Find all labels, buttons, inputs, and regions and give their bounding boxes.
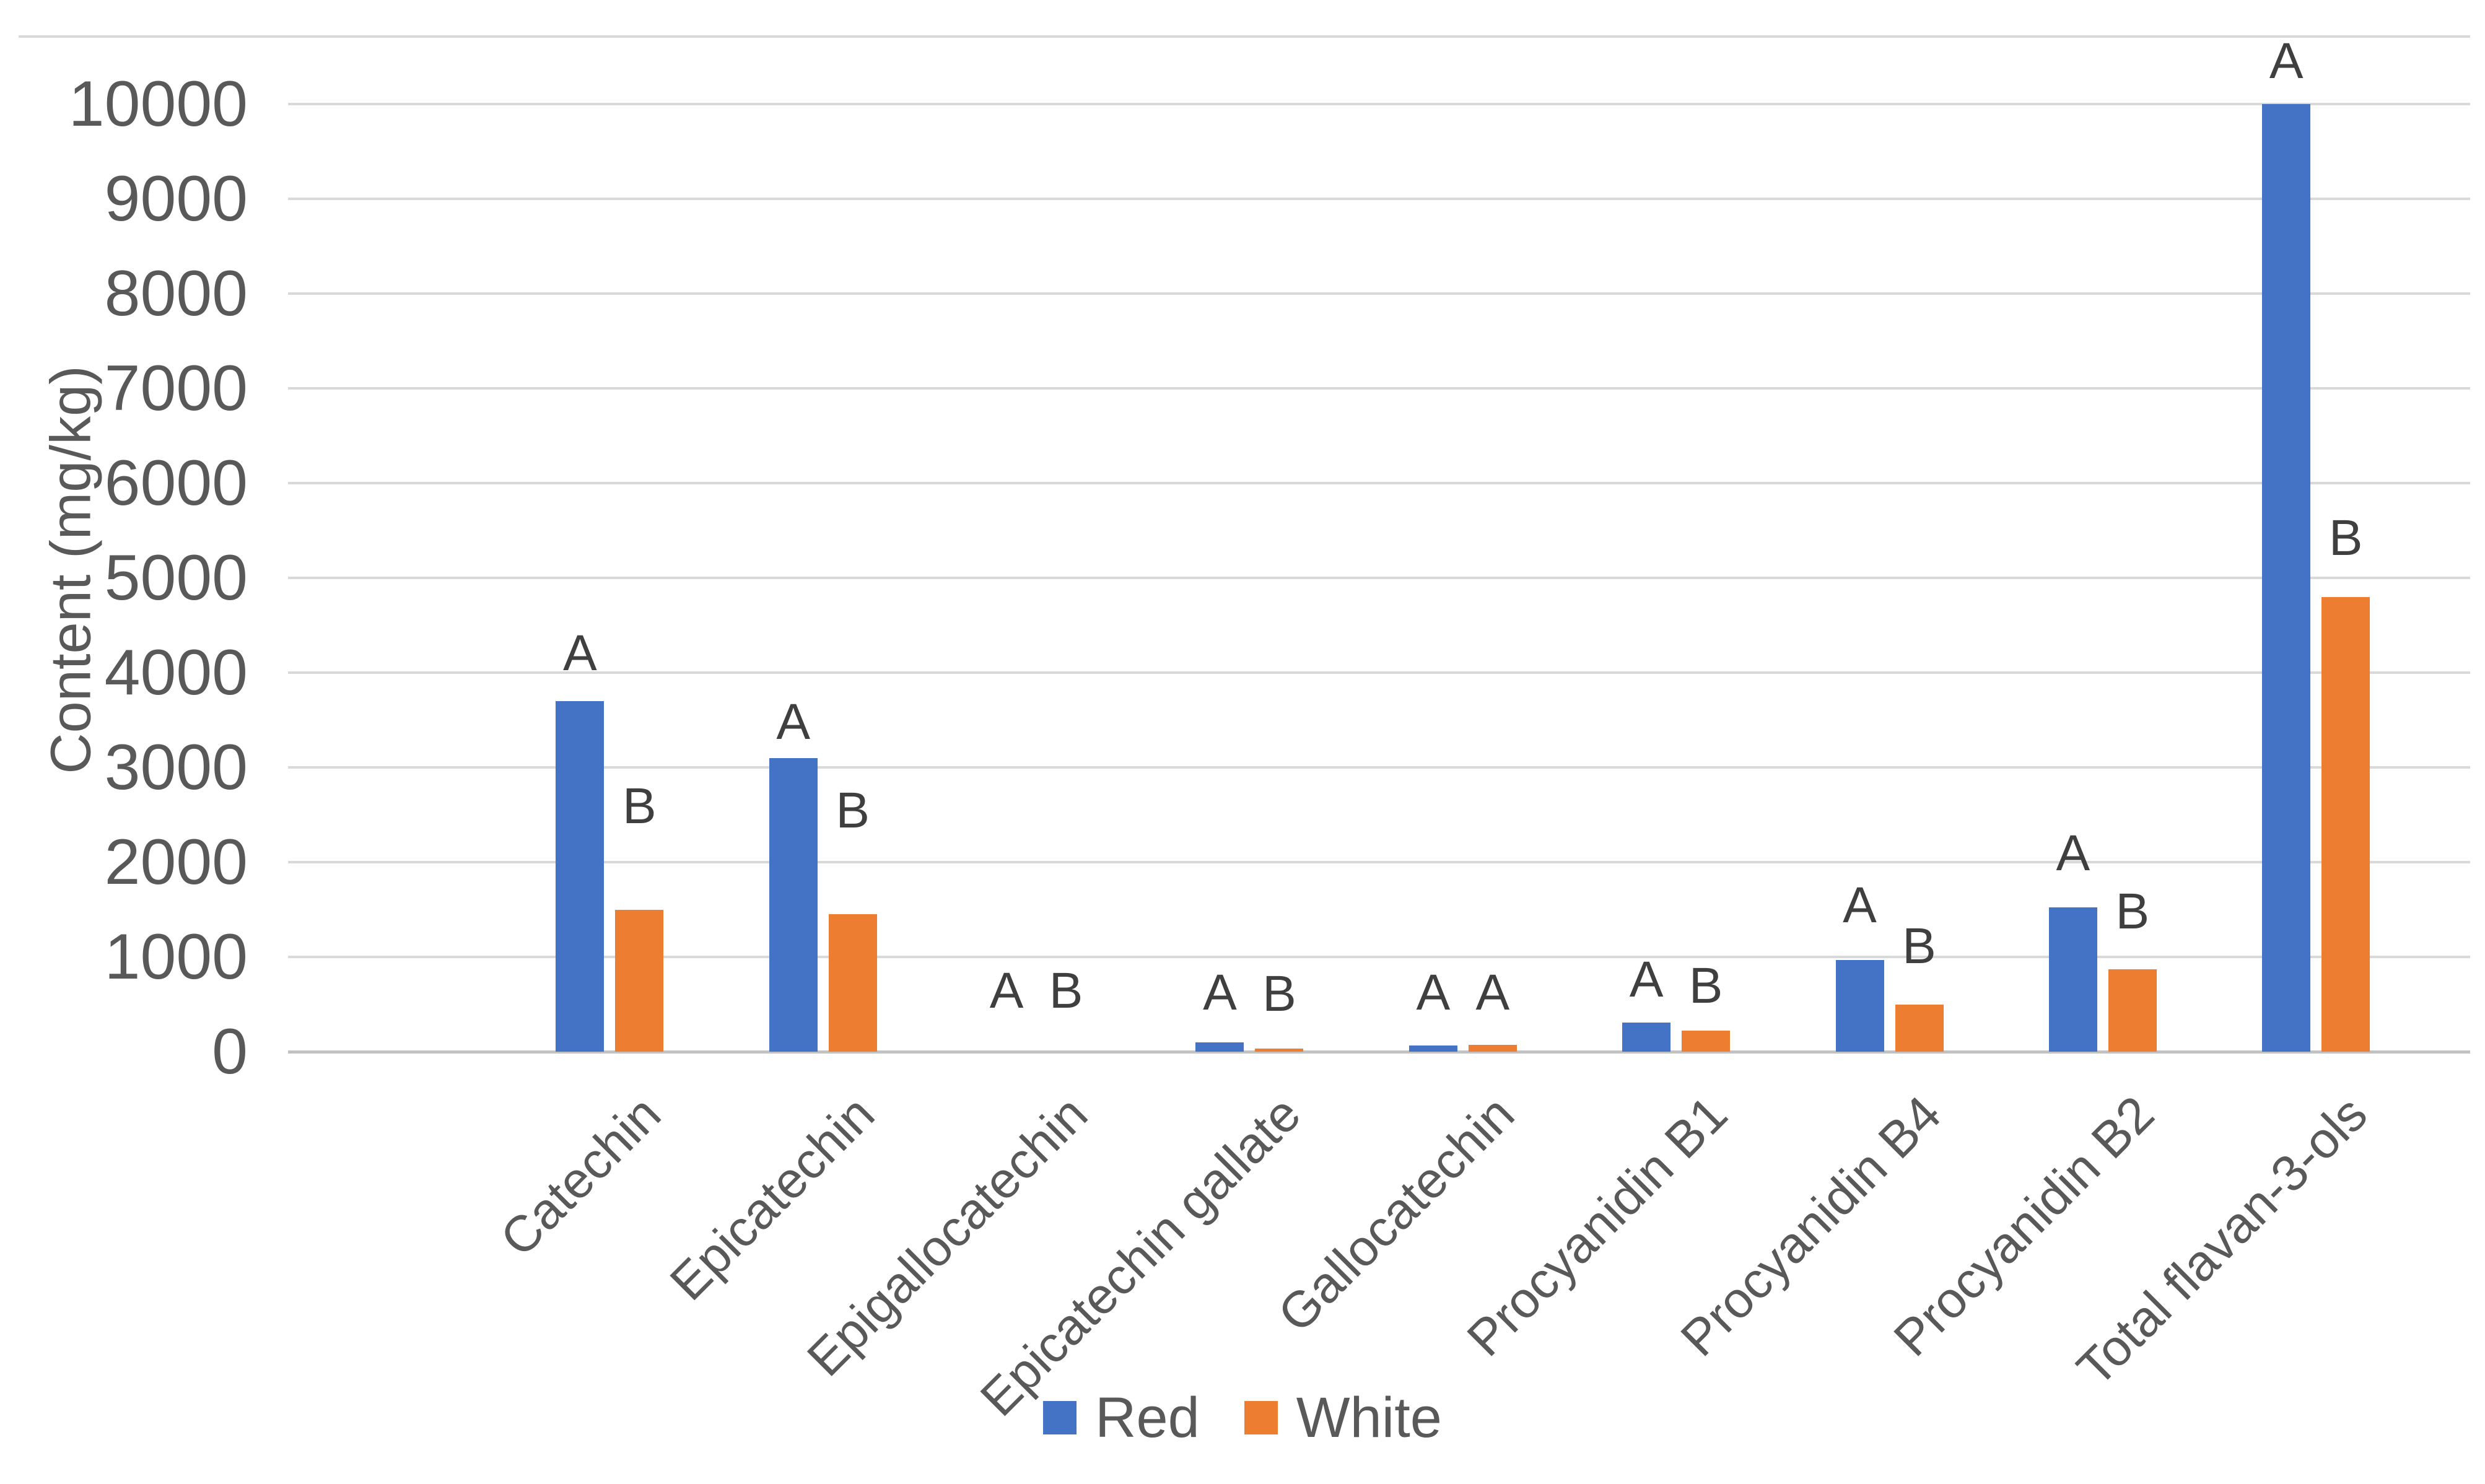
bar-red-procyanidin-b4 bbox=[1835, 959, 1884, 1052]
legend-item-red: Red bbox=[1043, 1386, 1200, 1449]
y-tick-label: 1000 bbox=[104, 921, 248, 993]
sig-letter-white-catechin: B bbox=[622, 777, 657, 834]
y-tick-label: 10000 bbox=[68, 68, 248, 140]
gridline bbox=[288, 861, 2470, 863]
y-tick-label: 9000 bbox=[104, 163, 248, 235]
sig-letter-red-epigallocatechin: A bbox=[989, 962, 1024, 1019]
legend-item-white: White bbox=[1244, 1386, 1442, 1449]
sig-letter-red-catechin: A bbox=[563, 625, 597, 682]
sig-letter-white-epicatechin: B bbox=[836, 782, 870, 839]
bar-white-total-flavan-3-ols bbox=[2321, 596, 2370, 1052]
sig-letter-red-procyanidin-b4: A bbox=[1843, 877, 1877, 934]
sig-letter-white-procyanidin-b1: B bbox=[1688, 958, 1723, 1015]
bar-white-procyanidin-b1 bbox=[1682, 1030, 1731, 1052]
sig-letter-red-procyanidin-b2: A bbox=[2056, 825, 2090, 882]
bar-white-catechin bbox=[615, 909, 664, 1052]
gridline bbox=[288, 387, 2470, 390]
sig-letter-white-gallocatechin: A bbox=[1475, 964, 1510, 1021]
legend-swatch-white bbox=[1244, 1401, 1278, 1434]
y-tick-label: 8000 bbox=[104, 258, 248, 330]
y-tick-label: 0 bbox=[212, 1016, 248, 1088]
sig-letter-white-procyanidin-b4: B bbox=[1902, 918, 1936, 975]
sig-letter-red-epicatechin: A bbox=[776, 693, 811, 750]
bar-red-epicatechin bbox=[769, 757, 818, 1052]
y-tick-label: 3000 bbox=[104, 731, 248, 803]
sig-letter-white-total-flavan-3-ols: B bbox=[2328, 509, 2363, 566]
bar-red-procyanidin-b2 bbox=[2048, 907, 2097, 1052]
sig-letter-white-epicatechin-gallate: B bbox=[1262, 965, 1296, 1022]
bar-red-procyanidin-b1 bbox=[1622, 1022, 1671, 1052]
y-tick-label: 6000 bbox=[104, 447, 248, 519]
bar-red-catechin bbox=[556, 701, 605, 1052]
sig-letter-red-gallocatechin: A bbox=[1416, 964, 1451, 1021]
legend-label-white: White bbox=[1296, 1386, 1442, 1449]
gridline bbox=[288, 956, 2470, 958]
legend-label-red: Red bbox=[1095, 1386, 1200, 1449]
bar-white-epicatechin-gallate bbox=[1255, 1048, 1304, 1052]
legend: Red White bbox=[1043, 1386, 1442, 1449]
bar-red-total-flavan-3-ols bbox=[2262, 104, 2311, 1052]
y-tick-label: 5000 bbox=[104, 542, 248, 614]
sig-letter-red-total-flavan-3-ols: A bbox=[2269, 33, 2304, 90]
bar-white-epicatechin bbox=[828, 914, 877, 1052]
bar-white-procyanidin-b2 bbox=[2108, 969, 2157, 1052]
sig-letter-white-epigallocatechin: B bbox=[1049, 962, 1083, 1019]
bar-white-gallocatechin bbox=[1468, 1044, 1517, 1052]
bar-red-epicatechin-gallate bbox=[1195, 1042, 1244, 1052]
x-category-label-epicatechin: Epicatechin bbox=[659, 1085, 885, 1311]
bar-red-gallocatechin bbox=[1408, 1045, 1457, 1052]
gridline bbox=[288, 482, 2470, 484]
gridline bbox=[288, 577, 2470, 579]
gridline bbox=[288, 766, 2470, 769]
y-tick-label: 7000 bbox=[104, 352, 248, 424]
sig-letter-white-procyanidin-b2: B bbox=[2115, 883, 2150, 940]
gridline bbox=[288, 292, 2470, 295]
sig-letter-red-procyanidin-b1: A bbox=[1629, 951, 1664, 1008]
chart-top-border bbox=[19, 35, 2470, 38]
bar-white-procyanidin-b4 bbox=[1895, 1004, 1944, 1052]
y-tick-label: 4000 bbox=[104, 637, 248, 709]
sig-letter-red-epicatechin-gallate: A bbox=[1203, 964, 1237, 1021]
x-category-label-catechin: Catechin bbox=[490, 1085, 672, 1267]
x-axis-line bbox=[288, 1050, 2470, 1054]
legend-swatch-red bbox=[1043, 1401, 1077, 1434]
gridline bbox=[288, 671, 2470, 674]
gridline bbox=[288, 198, 2470, 200]
gridline bbox=[288, 103, 2470, 105]
y-tick-label: 2000 bbox=[104, 826, 248, 898]
